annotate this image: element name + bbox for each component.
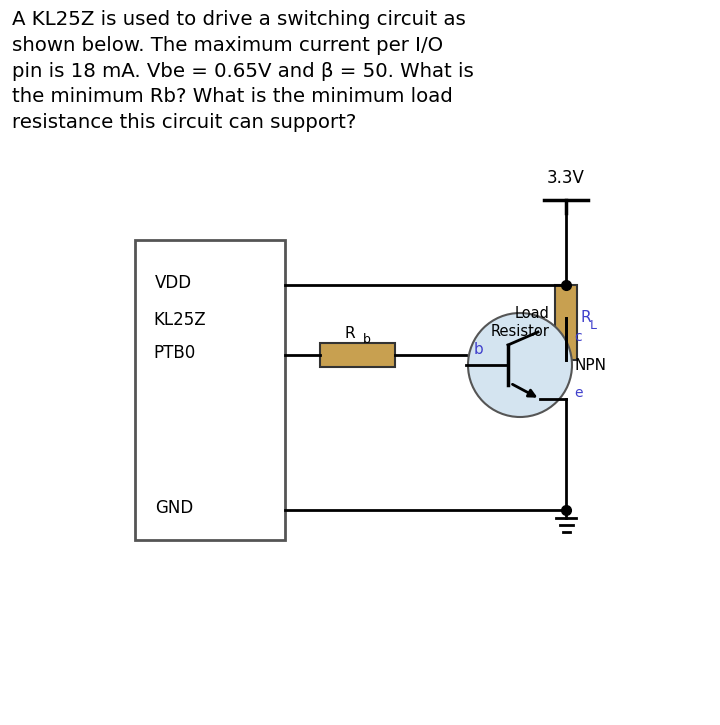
Text: R: R (345, 326, 356, 341)
Text: R: R (580, 310, 590, 325)
Text: A KL25Z is used to drive a switching circuit as
shown below. The maximum current: A KL25Z is used to drive a switching cir… (12, 10, 474, 132)
Text: GND: GND (155, 499, 193, 517)
Text: NPN: NPN (574, 357, 606, 373)
Bar (135, 240, 285, 540)
Text: Load
Resistor: Load Resistor (490, 306, 549, 339)
Circle shape (468, 313, 572, 417)
Text: b: b (474, 342, 484, 357)
Bar (320, 343, 395, 367)
Text: 3.3V: 3.3V (547, 169, 585, 187)
Text: e: e (574, 386, 582, 400)
Text: VDD: VDD (155, 274, 192, 292)
Text: KL25Z: KL25Z (153, 311, 206, 329)
Text: PTB0: PTB0 (153, 344, 195, 362)
Text: b: b (362, 333, 370, 346)
Bar (555, 285, 577, 360)
Text: c: c (574, 330, 582, 344)
Text: L: L (590, 319, 597, 332)
